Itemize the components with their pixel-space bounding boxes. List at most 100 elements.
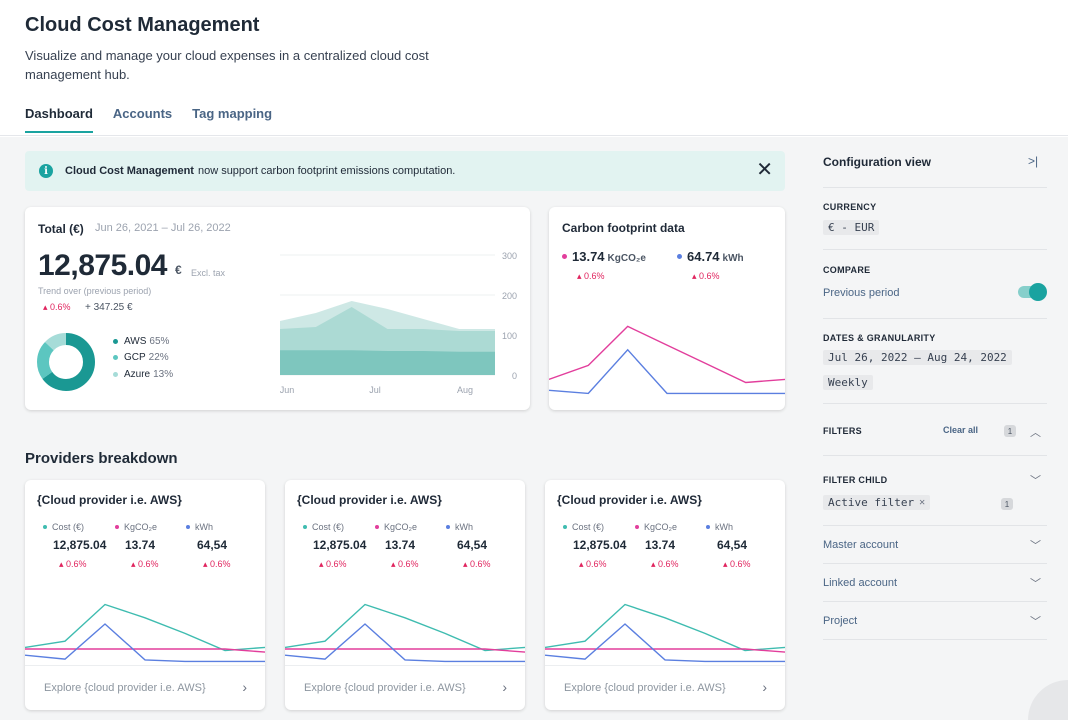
toggle-knob [1029,283,1047,301]
provider-donut-chart [37,333,95,391]
aws-dot [113,338,118,344]
explore-provider-link[interactable]: Explore {cloud provider i.e. AWS} › [545,665,785,710]
cost-dot [43,525,47,529]
cost-value: 12,875.04 [313,538,367,552]
chevron-down-icon[interactable]: ﹀ [1030,540,1041,552]
y-tick-label: 100 [502,331,517,341]
kgco2e-legend: KgCO₂e [115,522,157,532]
azure-dot [113,371,118,377]
kwh-trend: ▴ 0.6% [203,559,231,570]
trend-percent-value: 0.6% [586,559,607,569]
x-tick-label: Aug [457,385,473,395]
date-range-picker[interactable]: Jul 26, 2022 — Aug 24, 2022 [823,350,1012,365]
line-series-1 [549,348,785,395]
line-series-2 [25,623,265,663]
line-series-2 [545,623,785,663]
kwh-legend: kWh [706,522,733,532]
divider [823,455,1047,456]
compare-toggle[interactable] [1018,283,1047,301]
chevron-down-icon[interactable]: ﹀ [1030,578,1041,590]
filters-count-badge: 1 [1004,425,1016,437]
metric-unit: KgCO₂e [607,253,646,264]
trend-percent-value: 0.6% [210,559,231,569]
kwh-value: 64,54 [457,538,488,552]
explore-provider-link[interactable]: Explore {cloud provider i.e. AWS} › [25,665,265,710]
divider [823,318,1047,319]
tab-dashboard[interactable]: Dashboard [25,106,93,133]
donut-slice-gcp [37,333,95,391]
kwh-dot [677,254,682,259]
legend-item-aws: AWS 65% [113,333,173,350]
currency-label: CURRENCY [823,202,877,212]
metric-value: 13.74 [572,249,605,264]
configuration-title: Configuration view [823,155,931,169]
carbon-kwh-trend: ▴ 0.6% [692,271,720,282]
kgco2e-dot [115,525,119,529]
kgco2e-legend: KgCO₂e [375,522,417,532]
divider [823,249,1047,250]
cost-legend: Cost (€) [43,522,84,532]
trend-percent-value: 0.6% [699,271,720,281]
tab-bar: Dashboard Accounts Tag mapping [25,106,272,133]
x-tick-label: Jul [369,385,381,395]
y-tick-label: 0 [512,371,517,381]
trend-percent-value: 0.6% [584,271,605,281]
metric-label: kWh [195,522,213,532]
remove-filter-icon[interactable]: ✕ [919,497,926,508]
provider-card-title: {Cloud provider i.e. AWS} [557,493,702,507]
donut-slice-azure [37,333,95,391]
provider-card-title: {Cloud provider i.e. AWS} [297,493,442,507]
kgco2e-trend: ▴ 0.6% [651,559,679,570]
chevron-down-icon[interactable]: ﹀ [1030,616,1041,628]
chevron-right-icon: › [502,679,507,695]
trend-percent-value: 0.6% [138,559,159,569]
currency-select[interactable]: € - EUR [823,220,880,235]
cost-trend: ▴ 0.6% [319,559,347,570]
line-series-1 [285,648,525,653]
carbon-kgco2e-trend: ▴ 0.6% [577,271,605,282]
provider-card: {Cloud provider i.e. AWS} Cost (€) KgCO₂… [25,480,265,710]
explore-provider-link[interactable]: Explore {cloud provider i.e. AWS} › [285,665,525,710]
trend-up-icon: ▴ [131,559,139,569]
chevron-down-icon[interactable]: ﹀ [1030,475,1041,487]
trend-label: Trend over (previous period) [38,286,152,296]
granularity-select[interactable]: Weekly [823,375,873,390]
tab-accounts[interactable]: Accounts [112,106,173,121]
currency-symbol: € [175,263,182,277]
cost-dot [563,525,567,529]
trend-up-icon: ▴ [391,559,399,569]
legend-name: AWS [124,335,147,347]
linked-account-section[interactable]: Linked account [823,577,897,589]
gcp-dot [113,355,118,361]
close-icon[interactable]: ✕ [756,159,773,181]
chevron-up-icon[interactable]: ︿ [1030,427,1041,439]
kgco2e-dot [562,254,567,259]
filters-label: FILTERS [823,426,862,436]
carbon-metric-kwh: 64.74 kWh [677,249,744,264]
active-filter-chip[interactable]: Active filter ✕ [823,495,931,510]
info-icon: i [39,164,53,178]
project-section[interactable]: Project [823,615,858,627]
page-subtitle: Visualize and manage your cloud expenses… [25,48,429,82]
trend-up-icon: ▴ [319,559,327,569]
kwh-dot [706,525,710,529]
divider [823,187,1047,188]
collapse-right-icon[interactable]: >| [1028,154,1039,168]
x-tick-label: Jun [280,385,294,395]
kgco2e-trend: ▴ 0.6% [131,559,159,570]
trend-up-icon: ▴ [43,302,51,312]
legend-pct: 13% [153,368,174,380]
cost-legend: Cost (€) [563,522,604,532]
metric-label: kWh [455,522,473,532]
line-series-1 [25,648,265,653]
kgco2e-value: 13.74 [645,538,676,552]
clear-all-button[interactable]: Clear all [943,425,979,435]
dashboard-main: i Cloud Cost Management now support carb… [0,137,806,720]
total-date-range: Jun 26, 2021 – Jul 26, 2022 [95,222,231,234]
line-series-0 [549,325,785,384]
tab-tag-mapping[interactable]: Tag mapping [192,106,273,121]
master-account-section[interactable]: Master account [823,539,899,551]
explore-label: Explore {cloud provider i.e. AWS} [564,682,726,694]
cost-trend: ▴ 0.6% [59,559,87,570]
filter-child-count-badge: 1 [1001,498,1013,510]
